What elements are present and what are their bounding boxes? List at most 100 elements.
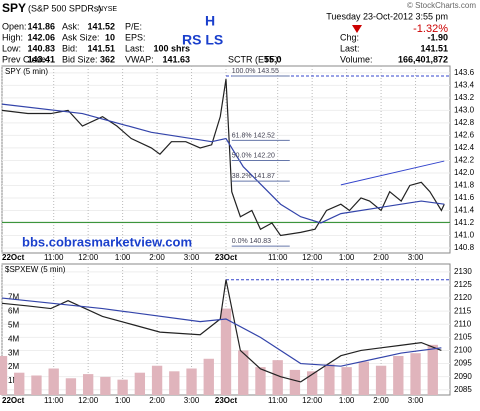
y-tick-label: 142.4 [454,143,475,152]
x-tick-label: 11:00 [44,396,64,405]
volume-bar [255,367,266,395]
volume-bar [48,368,59,395]
quote-label: Open: [2,21,27,31]
x-tick-label: 2:00 [373,396,389,405]
price-line [1,103,445,224]
volume-bar [31,375,42,395]
price-line [1,297,442,367]
panel-title: SPY (5 min) [5,67,48,76]
fib-label: 38.2% 141.87 [232,173,275,180]
y-tick-label: 2090 [454,372,472,381]
x-tick-label: 2:00 [149,396,165,405]
volume-bar [272,360,283,395]
volume-bar [220,308,232,395]
header: SPY (S&P 500 SPDRs) NYSE © StockCharts.c… [2,1,476,64]
fib-label: 0.0% 140.83 [232,238,271,245]
volume-bar [203,358,214,395]
x-tick-label: 1:00 [339,253,355,262]
quote-label: Ask Size: [62,32,100,42]
quote-value: 141.52 [87,21,115,31]
quote-value: 141.63 [162,54,190,64]
volume-bar [117,379,128,395]
trendline [340,160,445,186]
symbol: SPY [2,1,26,15]
quote-label: Low: [2,43,21,53]
y-tick-label: 2110 [454,319,472,328]
volume-bar [324,364,335,395]
quote-label: VWAP: [125,54,154,64]
sctr-value: 55.0 [264,54,282,64]
volume-bar [289,369,301,395]
down-arrow [352,25,362,33]
y2-tick-label: 4M [8,334,19,343]
quote-value: 140.83 [27,43,55,53]
y-tick-label: 143.4 [454,80,475,89]
quote-label: Prev Close: [2,54,49,64]
quote-value: 141.51 [420,43,448,53]
volume-bar [82,374,94,395]
x-tick-label: 1:00 [115,253,131,262]
y2-tick-label: 1M [8,376,19,385]
x-tick-label: 22Oct [2,253,25,262]
panel-title: $SPXEW (5 min) [5,265,66,274]
y-tick-label: 142.2 [454,156,475,165]
x-tick-label: 11:00 [44,253,64,262]
x-tick-label: 3:00 [184,253,200,262]
fib-label: 50.0% 142.20 [232,152,275,159]
volume-bar [410,353,421,395]
y-tick-label: 142.0 [454,168,475,177]
y2-tick-label: 6M [8,306,19,315]
volume-bar [306,371,318,395]
y-tick-label: 2130 [454,267,472,276]
quote-value: 100 shrs [153,43,190,53]
y-tick-label: 2100 [454,346,472,355]
x-tick-label: 12:00 [78,396,99,405]
x-tick-label: 11:00 [268,396,288,405]
x-tick-label: 1:00 [115,396,131,405]
y-tick-label: 2095 [454,359,472,368]
volume-bar [134,372,146,395]
y-tick-label: 2125 [454,280,472,289]
fib-label: 100.0% 143.55 [232,68,279,75]
x-tick-label: 3:00 [184,396,200,405]
y-tick-label: 141.6 [454,193,475,202]
quote-value: 362 [100,54,115,64]
quote-value: 166,401,872 [398,54,448,64]
quote-value: 10 [105,32,115,42]
y-tick-label: 142.8 [454,118,475,127]
fib-label: 61.8% 142.52 [232,132,275,139]
y-tick-label: 143.6 [454,68,475,77]
y-tick-label: 2120 [454,293,472,302]
quote-value: 141.51 [87,43,115,53]
volume-bar [186,368,197,395]
y2-tick-label: 3M [8,348,19,357]
y-tick-label: 143.2 [454,93,475,102]
exchange: NYSE [98,6,117,13]
quote-label: Bid Size: [62,54,98,64]
y2-tick-label: 2M [8,362,19,371]
volume-bar [14,372,25,395]
quote-label: Bid: [62,43,78,53]
quote-value: 142.06 [27,32,55,42]
price-line [1,79,445,237]
x-tick-label: 22Oct [2,396,25,405]
note-h: H [205,13,215,29]
volume-bar [238,350,249,395]
credit: © StockCharts.com [407,1,476,10]
x-tick-label: 12:00 [302,396,323,405]
quote-label: Chg: [340,32,359,42]
volume-bar [341,367,352,395]
volume-bar [65,378,77,395]
x-tick-label: 1:00 [339,396,355,405]
date: Tuesday 23-Oct-2012 3:55 pm [326,11,448,21]
quote-label: High: [2,32,23,42]
sctr-label: SCTR (ETF): [228,54,281,64]
volume-bar [375,365,387,395]
volume-bar [427,344,438,395]
symbol-name: (S&P 500 SPDRs) [28,3,101,13]
x-tick-label: 2:00 [373,253,389,262]
x-tick-label: 3:00 [408,253,424,262]
x-tick-label: 12:00 [78,253,99,262]
quote-label: Ask: [62,21,80,31]
